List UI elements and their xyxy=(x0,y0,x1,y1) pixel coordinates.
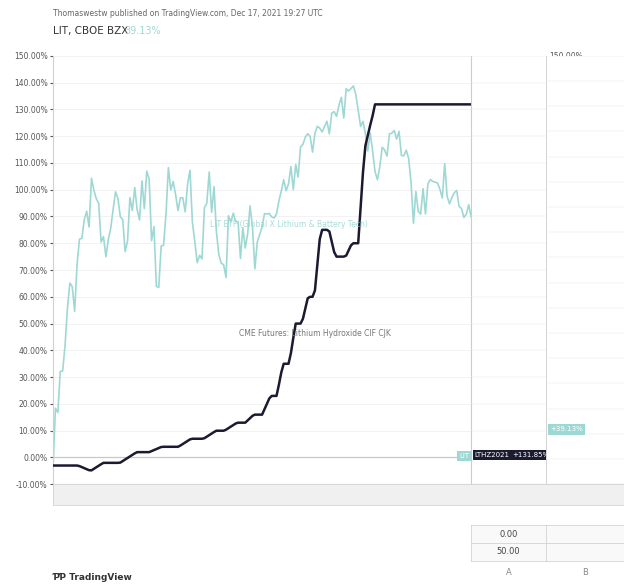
Text: B: B xyxy=(582,568,588,577)
Text: +39.13%: +39.13% xyxy=(550,427,583,433)
Text: LTHZ2021: LTHZ2021 xyxy=(475,452,510,458)
Text: ƤƤ TradingView: ƤƤ TradingView xyxy=(53,573,133,582)
Text: 50.00: 50.00 xyxy=(497,547,520,556)
Text: 0.00: 0.00 xyxy=(499,529,518,539)
Text: LIT, CBOE BZX: LIT, CBOE BZX xyxy=(53,26,129,36)
Text: Thomaswestw published on TradingView.com, Dec 17, 2021 19:27 UTC: Thomaswestw published on TradingView.com… xyxy=(53,9,323,18)
Text: LIT ETF (Global X Lithium & Battery Tech): LIT ETF (Global X Lithium & Battery Tech… xyxy=(210,220,368,229)
Text: CME Futures: Lithium Hydroxide CIF CJK: CME Futures: Lithium Hydroxide CIF CJK xyxy=(239,329,391,339)
Text: LIT: LIT xyxy=(459,453,470,458)
Text: +131.85%: +131.85% xyxy=(512,452,549,458)
Text: A: A xyxy=(505,568,512,577)
Text: 39.13%: 39.13% xyxy=(125,26,162,36)
